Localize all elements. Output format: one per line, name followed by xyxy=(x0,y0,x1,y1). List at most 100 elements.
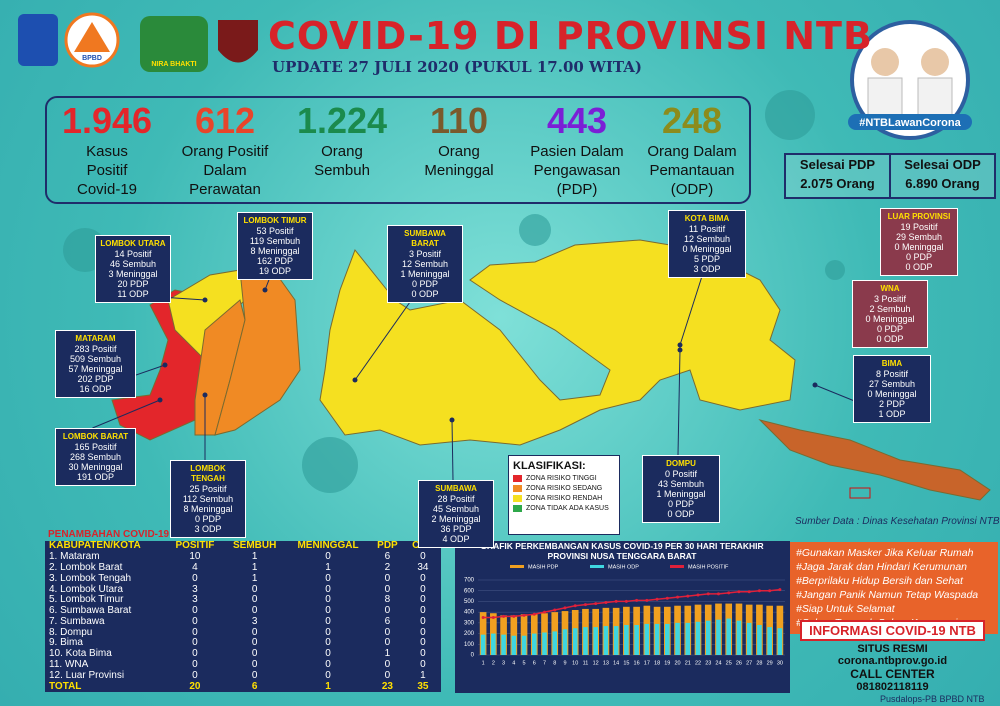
region-line: 3 Positif xyxy=(408,249,441,259)
region-line: 20 PDP xyxy=(117,279,149,289)
region-line: 268 Sembuh xyxy=(69,452,122,462)
info-label: CALL CENTER xyxy=(850,667,935,681)
x-tick-label: 5 xyxy=(523,660,526,666)
table-cell: 5. Lombok Timur xyxy=(49,594,124,606)
line-point xyxy=(768,589,772,593)
legend-swatch xyxy=(510,565,524,568)
table-row: 2. Lombok Barat 4 1 1 2 34 xyxy=(45,563,441,574)
line-point xyxy=(502,614,506,618)
inset-frame xyxy=(849,487,871,499)
table-cell: 0 xyxy=(251,605,258,617)
region-name: WNA xyxy=(880,284,900,293)
bar xyxy=(491,633,496,655)
x-tick-label: 16 xyxy=(634,660,640,666)
subtitle: UPDATE 27 JULI 2020 (PUKUL 17.00 WITA) xyxy=(272,58,642,76)
region-line: 2 Sembuh xyxy=(869,304,911,314)
table-cell: 0 xyxy=(384,583,391,595)
line-point xyxy=(553,608,557,612)
footer: Pusdalops-PB BPBD NTB xyxy=(880,694,985,704)
table-cell: 0 xyxy=(192,658,198,670)
stat-label: (ODP) xyxy=(670,181,714,198)
region-line: 2 Meninggal xyxy=(431,514,481,524)
region-line: 509 Sembuh xyxy=(69,354,122,364)
leader-dot xyxy=(677,342,683,348)
table-row: 11. WNA 0 0 0 0 0 xyxy=(45,660,441,671)
stat-label: Positif xyxy=(86,162,128,179)
tip: #Gunakan Masker Jika Keluar Rumah xyxy=(796,547,974,559)
table-cell: 8. Dompu xyxy=(49,626,93,638)
region-name: KOTA BIMA xyxy=(684,214,730,223)
table-row: 7. Sumbawa 0 3 0 6 0 xyxy=(45,616,441,627)
line-point xyxy=(778,588,782,592)
region-line: 4 ODP xyxy=(442,534,470,544)
legend-item: ZONA RISIKO RENDAH xyxy=(513,495,615,502)
bar xyxy=(634,625,639,655)
region-line: 16 ODP xyxy=(79,384,112,394)
table-row: 5. Lombok Timur 3 0 0 8 0 xyxy=(45,595,441,606)
y-tick-label: 400 xyxy=(464,610,475,616)
region-box: BIMA 8 Positif 27 Sembuh 0 Meninggal 2 PDP 1 … xyxy=(853,355,931,423)
bar xyxy=(593,627,598,655)
bar xyxy=(644,623,650,655)
stat-label: Dalam xyxy=(203,162,247,179)
region-line: 1 Meninggal xyxy=(400,269,450,279)
table-cell: 0 xyxy=(325,615,331,627)
stat: 1.946 Kasus Positif Covid-19 xyxy=(47,100,167,199)
logos: BPBD NIRA BHAKTI xyxy=(18,12,258,72)
table-cell: 0 xyxy=(251,669,258,681)
y-tick-label: 700 xyxy=(464,578,475,584)
leader-dot xyxy=(157,397,163,403)
table-row: 3. Lombok Tengah 0 1 0 0 0 xyxy=(45,573,441,584)
stat-label: Orang xyxy=(321,143,363,160)
region-line: 2 PDP xyxy=(878,399,905,409)
line-point xyxy=(624,599,628,603)
line-point xyxy=(543,610,547,614)
table-cell: 3 xyxy=(192,583,198,595)
stat-value: 443 xyxy=(546,100,608,141)
line-point xyxy=(635,598,639,602)
stat-value: 1.946 xyxy=(61,100,153,141)
table-cell: 0 xyxy=(192,572,198,584)
region-name: BIMA xyxy=(881,359,903,368)
bar xyxy=(716,619,721,655)
table-cell: 1 xyxy=(420,669,426,681)
region-line: 11 Positif xyxy=(688,224,726,234)
chart: GRAFIK PERKEMBANGAN KASUS COVID-19 PER 3… xyxy=(455,541,790,693)
bar xyxy=(736,620,742,655)
stat-label: Meninggal xyxy=(424,162,494,179)
virus-decor xyxy=(63,90,845,493)
region-line: 1 Meninggal xyxy=(656,489,706,499)
bar xyxy=(705,620,711,655)
table-row: 10. Kota Bima 0 0 0 1 0 xyxy=(45,649,441,660)
stat-value: 612 xyxy=(194,100,256,141)
logo xyxy=(218,20,258,63)
legend-item: ZONA RISIKO SEDANG xyxy=(513,485,615,492)
table-cell: 6 xyxy=(384,551,391,563)
bar xyxy=(726,618,732,655)
table-cell: 35 xyxy=(417,680,429,692)
bar xyxy=(479,612,487,655)
region-line: 165 Positif xyxy=(74,442,117,452)
stat: 248 Orang Dalam Pemantauan (ODP) xyxy=(632,100,752,199)
legend-label: MASIH POSITIF xyxy=(688,564,729,570)
table-cell: 0 xyxy=(192,669,198,681)
table-cell: 0 xyxy=(325,583,331,595)
x-tick-label: 8 xyxy=(553,660,556,666)
table-cell: 6 xyxy=(251,680,258,692)
region-line: 8 Meninggal xyxy=(250,246,300,256)
stat-label: Covid-19 xyxy=(76,181,138,198)
table-cell: 0 xyxy=(384,605,391,617)
bar xyxy=(665,623,670,655)
table-cell: 23 xyxy=(381,680,393,692)
table-cell: PDP xyxy=(377,540,398,552)
table-cell: 0 xyxy=(420,572,426,584)
region-line: 162 PDP xyxy=(256,256,294,266)
region-line: 57 Meninggal xyxy=(68,364,123,374)
x-tick-label: 18 xyxy=(654,660,660,666)
table-cell: 0 xyxy=(325,605,331,617)
table-cell: 1 xyxy=(251,572,258,584)
line-point xyxy=(563,606,567,610)
region-box: SUMBAWA BARAT 3 Positif 12 Sembuh 1 Meningg… xyxy=(387,225,463,303)
line-point xyxy=(522,613,526,617)
